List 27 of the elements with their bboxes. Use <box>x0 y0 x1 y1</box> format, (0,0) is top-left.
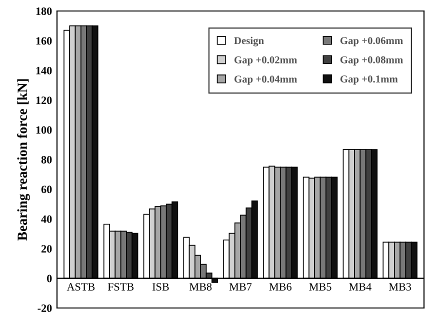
legend-label: Gap +0.02mm <box>234 56 298 66</box>
x-tick-label: MB3 <box>388 283 412 291</box>
y-tick-label: 160 <box>36 37 52 45</box>
x-tick-label: ASTB <box>66 283 95 291</box>
x-tick-label: FSTB <box>108 283 134 291</box>
y-tick-label: 0 <box>47 274 52 282</box>
y-tick-label: 60 <box>41 186 52 194</box>
legend-label: Gap +0.08mm <box>340 56 403 66</box>
legend-label: Gap +0.04mm <box>234 76 298 85</box>
legend-label: Gap +0.1mm <box>340 75 398 85</box>
y-tick-label: 40 <box>41 215 52 223</box>
x-tick-label: MB5 <box>309 283 332 291</box>
y-tick-label: 20 <box>41 245 52 253</box>
y-axis-title: Bearing reaction force [kN] <box>17 79 30 241</box>
x-tick-label: MB7 <box>229 283 252 290</box>
x-tick-label: ISB <box>152 283 169 291</box>
y-tick-label: 140 <box>36 66 52 74</box>
y-tick-label: 80 <box>41 156 52 164</box>
legend-label: Gap +0.06mm <box>340 37 403 46</box>
x-tick-label: MB4 <box>349 283 372 290</box>
y-tick-label: 100 <box>36 126 52 134</box>
legend-label: Design <box>234 36 264 46</box>
y-tick-label: -20 <box>38 304 52 312</box>
y-tick-label: 180 <box>36 7 52 15</box>
x-tick-label: MB6 <box>269 283 292 291</box>
y-tick-label: 120 <box>36 96 52 104</box>
x-tick-label: MB8 <box>190 283 212 291</box>
